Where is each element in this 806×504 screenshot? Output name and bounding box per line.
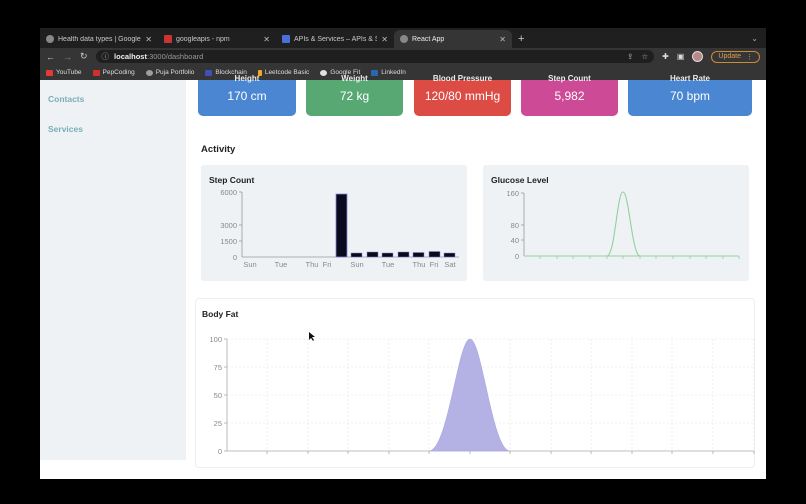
extensions-puzzle-icon[interactable]: ✚ [662, 52, 669, 61]
leetcode-icon [257, 69, 262, 76]
address-bar[interactable]: ⓘ localhost:3000/dashboard ⇪ ☆ [95, 50, 655, 63]
close-tab-icon[interactable]: ✕ [263, 34, 270, 44]
svg-text:Fri: Fri [323, 260, 332, 269]
dashboard-page: Contacts Services Height 170 cm Weight 7… [40, 74, 766, 479]
linkedin-icon [371, 69, 379, 76]
svg-text:0: 0 [233, 253, 237, 262]
reload-icon[interactable]: ↻ [80, 51, 88, 61]
google-favicon-icon [46, 35, 54, 43]
bookmark-youtube[interactable]: YouTube [46, 69, 82, 76]
new-tab-button[interactable]: + [518, 33, 525, 45]
bookmark-google-fit[interactable]: Google Fit [320, 69, 360, 76]
npm-favicon-icon [164, 35, 172, 43]
svg-text:3000: 3000 [220, 221, 237, 230]
tab-react-app[interactable]: React App ✕ [394, 30, 512, 48]
svg-text:Tue: Tue [382, 260, 395, 269]
tab-health-data-types[interactable]: Health data types | Google Fit ✕ [40, 30, 158, 48]
forward-icon[interactable]: → [63, 51, 72, 62]
update-button[interactable]: Update ⋮ [711, 50, 760, 63]
svg-text:Thu: Thu [413, 260, 426, 269]
activity-heading: Activity [201, 144, 236, 155]
bookmark-linkedin[interactable]: LinkedIn [371, 69, 406, 76]
api-favicon-icon [282, 35, 290, 43]
sidebar-item-contacts[interactable]: Contacts [48, 94, 85, 104]
close-tab-icon[interactable]: ✕ [499, 34, 506, 44]
tab-apis-services[interactable]: APIs & Services – APIs & Services✕ [276, 30, 394, 48]
browser-toolbar: ← → ↻ ⓘ localhost:3000/dashboard ⇪ ☆ ✚ ▣ … [40, 48, 766, 65]
glucose-level-chart-card: Glucose Level 160 80 40 0 [483, 165, 749, 281]
body-fat-area-chart: 100 75 50 25 0 [209, 335, 755, 456]
browser-window: Health data types | Google Fit ✕ googleap… [40, 28, 766, 479]
glucose-line-chart: 160 80 40 0 [506, 189, 740, 261]
profile-avatar[interactable] [692, 51, 704, 62]
svg-text:Sun: Sun [243, 260, 256, 269]
svg-text:1500: 1500 [220, 237, 237, 246]
step-count-bar-chart: 6000 3000 1500 0 Sun Tue Thu Fri Sun Tue… [220, 188, 459, 269]
pepcoding-icon [92, 69, 100, 76]
svg-text:Tue: Tue [275, 260, 288, 269]
svg-text:Sun: Sun [350, 260, 363, 269]
stat-card-weight: Weight 72 kg [306, 74, 403, 116]
svg-text:75: 75 [214, 363, 222, 372]
svg-text:Thu: Thu [306, 260, 319, 269]
svg-text:50: 50 [214, 391, 222, 400]
globe-icon [400, 35, 408, 43]
svg-text:0: 0 [515, 252, 519, 261]
svg-text:6000: 6000 [220, 188, 237, 197]
mouse-cursor-icon [309, 332, 315, 341]
svg-text:Sat: Sat [444, 260, 456, 269]
globe-icon [145, 69, 153, 76]
youtube-icon [46, 69, 53, 76]
menu-kebab-icon: ⋮ [746, 53, 753, 61]
bookmarks-bar: YouTube PepCoding Puja Portfolio Blockch… [40, 65, 766, 80]
bookmark-puja-portfolio[interactable]: Puja Portfolio [145, 69, 194, 76]
side-panel-icon[interactable]: ▣ [676, 52, 685, 61]
stat-card-height: Height 170 cm [198, 74, 296, 116]
stat-card-heart-rate: Heart Rate 70 bpm [628, 74, 752, 116]
svg-text:80: 80 [511, 221, 519, 230]
body-fat-chart-card: Body Fat [195, 298, 755, 468]
blockchain-icon [205, 69, 213, 76]
svg-text:Fri: Fri [430, 260, 439, 269]
svg-text:25: 25 [214, 419, 222, 428]
step-count-chart-card: Step Count 6000 3000 1500 0 Sun [201, 165, 467, 281]
sidebar: Contacts Services [40, 80, 186, 460]
svg-text:100: 100 [209, 335, 222, 344]
info-icon[interactable]: ⓘ [101, 52, 110, 61]
share-icon[interactable]: ⇪ [627, 52, 634, 61]
bookmark-blockchain[interactable]: Blockchain [205, 69, 247, 76]
sidebar-item-services[interactable]: Services [48, 124, 83, 134]
svg-text:40: 40 [511, 236, 519, 245]
tab-bar: Health data types | Google Fit ✕ googleap… [40, 28, 766, 48]
bookmark-pepcoding[interactable]: PepCoding [92, 69, 135, 76]
bookmark-star-icon[interactable]: ☆ [641, 52, 649, 61]
close-tab-icon[interactable]: ✕ [381, 34, 388, 44]
svg-text:0: 0 [218, 447, 222, 456]
close-tab-icon[interactable]: ✕ [145, 34, 152, 44]
stat-card-blood-pressure: Blood Pressure 120/80 mmHg [414, 74, 511, 116]
tab-googleapis-npm[interactable]: googleapis - npm ✕ [158, 30, 276, 48]
google-fit-icon [320, 69, 328, 76]
tab-search-chevron-icon[interactable]: ⌄ [751, 34, 758, 43]
svg-text:160: 160 [506, 189, 519, 198]
stat-card-step-count: Step Count 5,982 [521, 74, 618, 116]
back-icon[interactable]: ← [46, 51, 55, 62]
bookmark-leetcode-basic[interactable]: Leetcode Basic [257, 69, 309, 76]
